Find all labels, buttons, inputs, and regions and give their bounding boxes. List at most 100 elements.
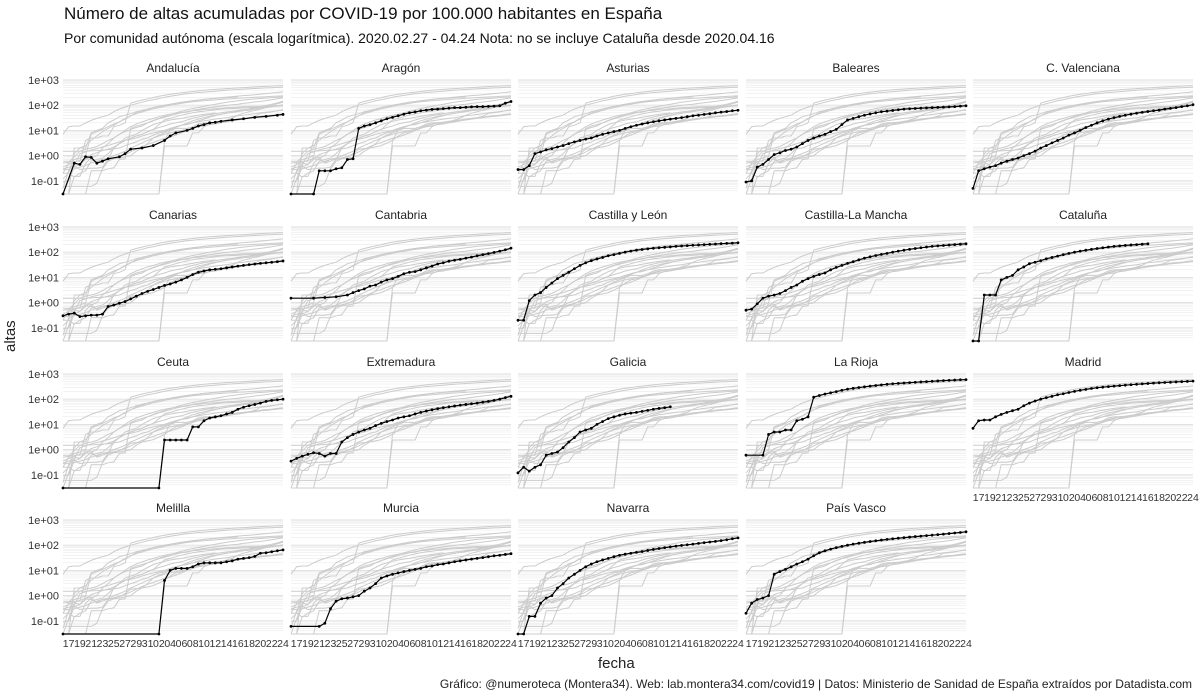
background-series-line	[518, 260, 739, 334]
data-point	[767, 594, 770, 598]
data-point	[891, 537, 895, 541]
data-point	[225, 412, 228, 416]
facet-label: Andalucía	[146, 61, 200, 75]
data-point	[635, 550, 638, 554]
data-point	[612, 253, 616, 257]
data-point	[208, 561, 212, 565]
data-point	[230, 265, 234, 269]
data-point	[259, 261, 262, 265]
background-series-line	[746, 256, 967, 342]
facet-label: La Rioja	[834, 355, 878, 369]
x-tick-label: 08	[870, 638, 882, 650]
data-point	[447, 405, 451, 409]
data-point	[1180, 105, 1184, 109]
data-point	[778, 570, 782, 573]
highlighted-series-line	[745, 105, 967, 183]
data-point	[351, 595, 355, 599]
y-tick-label: 1e+03	[28, 222, 59, 234]
x-tick-label: 10	[1108, 492, 1120, 504]
x-tick-label: 10	[881, 638, 893, 650]
data-point	[362, 124, 366, 128]
data-point	[708, 540, 712, 544]
data-point	[1095, 247, 1099, 250]
data-point	[1101, 119, 1105, 123]
data-point	[584, 261, 588, 265]
background-series-line	[745, 406, 899, 474]
data-point	[95, 313, 99, 317]
data-point	[281, 397, 285, 401]
data-point	[1016, 268, 1020, 272]
highlighted-series-line	[518, 537, 739, 635]
data-point	[430, 264, 434, 268]
x-tick-label: 20	[255, 638, 267, 650]
x-tick-label: 22	[721, 638, 733, 650]
x-tick-label: 06	[859, 638, 871, 650]
data-point	[419, 410, 423, 414]
data-point	[550, 594, 554, 598]
data-point	[61, 632, 65, 636]
data-point	[744, 453, 748, 457]
data-point	[61, 486, 65, 490]
data-point	[725, 110, 729, 113]
data-point	[391, 418, 394, 422]
data-point	[334, 167, 338, 171]
facet-panel: Melilla 1e-01 1e+00 1e+01 1e+02 1e+03 17 19 21 23…	[28, 501, 289, 650]
data-point	[270, 260, 274, 264]
data-point	[612, 555, 616, 559]
data-point	[436, 107, 440, 111]
data-point	[196, 270, 200, 274]
x-tick-label: 24	[732, 638, 744, 650]
data-point	[1106, 117, 1110, 121]
data-point	[419, 109, 423, 113]
data-point	[942, 532, 945, 536]
data-point	[730, 109, 734, 113]
background-series-line	[517, 248, 739, 315]
x-tick-label: 23	[780, 638, 792, 650]
background-series-line	[973, 403, 1194, 489]
data-point	[270, 550, 274, 554]
data-point	[1090, 247, 1093, 251]
data-point	[498, 397, 502, 401]
data-point	[334, 295, 338, 299]
data-point	[475, 401, 479, 405]
background-series-line	[63, 95, 284, 174]
data-point	[498, 249, 502, 253]
x-tick-label: 20	[938, 638, 950, 650]
data-point	[174, 280, 178, 284]
data-point	[351, 157, 355, 161]
background-series-line	[973, 109, 1194, 195]
data-point	[357, 127, 361, 130]
background-series-line	[290, 541, 512, 608]
data-point	[424, 565, 428, 569]
data-point	[230, 410, 234, 414]
data-point	[846, 543, 849, 547]
data-point	[567, 576, 571, 580]
data-point	[891, 250, 895, 254]
background-series-line	[518, 525, 739, 602]
data-point	[368, 426, 372, 430]
data-point	[1118, 244, 1122, 248]
data-point	[736, 241, 740, 245]
data-point	[539, 150, 542, 154]
x-tick-label: 12	[892, 638, 904, 650]
data-point	[242, 117, 245, 121]
data-point	[806, 415, 810, 419]
data-point	[140, 292, 144, 295]
data-point	[544, 596, 548, 600]
data-point	[913, 535, 917, 538]
data-point	[635, 123, 638, 127]
data-point	[196, 562, 200, 566]
data-point	[374, 283, 378, 287]
data-point	[674, 244, 678, 248]
x-tick-label: 12	[664, 638, 676, 650]
background-series-line	[745, 541, 967, 608]
background-series-line	[62, 112, 216, 180]
background-series-line	[291, 525, 512, 602]
background-series-line	[291, 391, 512, 489]
highlighted-series-line	[745, 531, 967, 614]
facet-label: Castilla y León	[589, 208, 668, 222]
data-point	[857, 258, 861, 262]
data-point	[829, 391, 833, 395]
data-point	[447, 561, 451, 565]
data-point	[801, 417, 804, 421]
